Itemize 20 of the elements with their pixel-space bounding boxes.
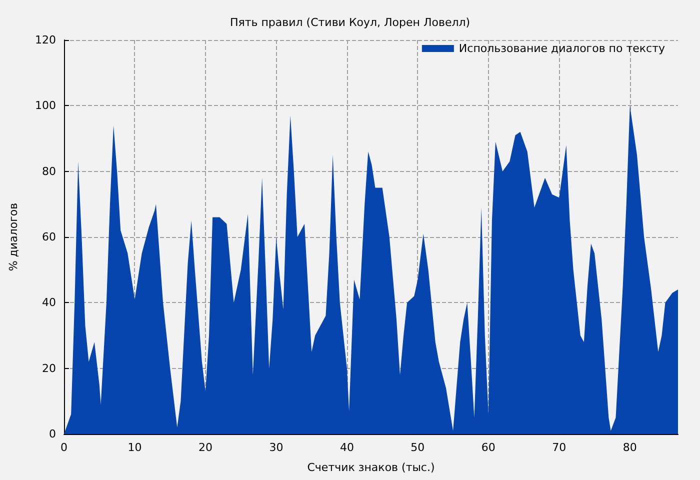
x-axis-title: Счетчик знаков (тыс.) [307, 461, 435, 474]
x-tick-label: 60 [481, 441, 496, 454]
legend-label: Использование диалогов по тексту [458, 42, 666, 55]
x-tick-label: 30 [269, 441, 284, 454]
y-tick-label: 100 [35, 99, 56, 112]
y-tick-label: 80 [42, 164, 56, 178]
x-tick-label: 40 [340, 441, 354, 454]
y-tick-label: 120 [35, 34, 56, 46]
x-tick-label: 70 [552, 441, 566, 454]
y-tick-label: 20 [42, 362, 56, 375]
y-tick-label: 0 [49, 428, 56, 440]
y-axis-title: % диалогов [7, 202, 20, 272]
x-tick-label: 0 [60, 441, 68, 454]
y-tick-label: 40 [42, 296, 56, 310]
y-tick-label: 60 [42, 230, 56, 244]
chart-title: Пять правил (Стиви Коул, Лорен Ловелл) [230, 16, 470, 29]
x-tick-label: 80 [622, 441, 637, 454]
x-tick-label: 50 [410, 441, 425, 454]
x-tick-label: 10 [128, 441, 142, 454]
x-tick-label: 20 [198, 441, 212, 454]
